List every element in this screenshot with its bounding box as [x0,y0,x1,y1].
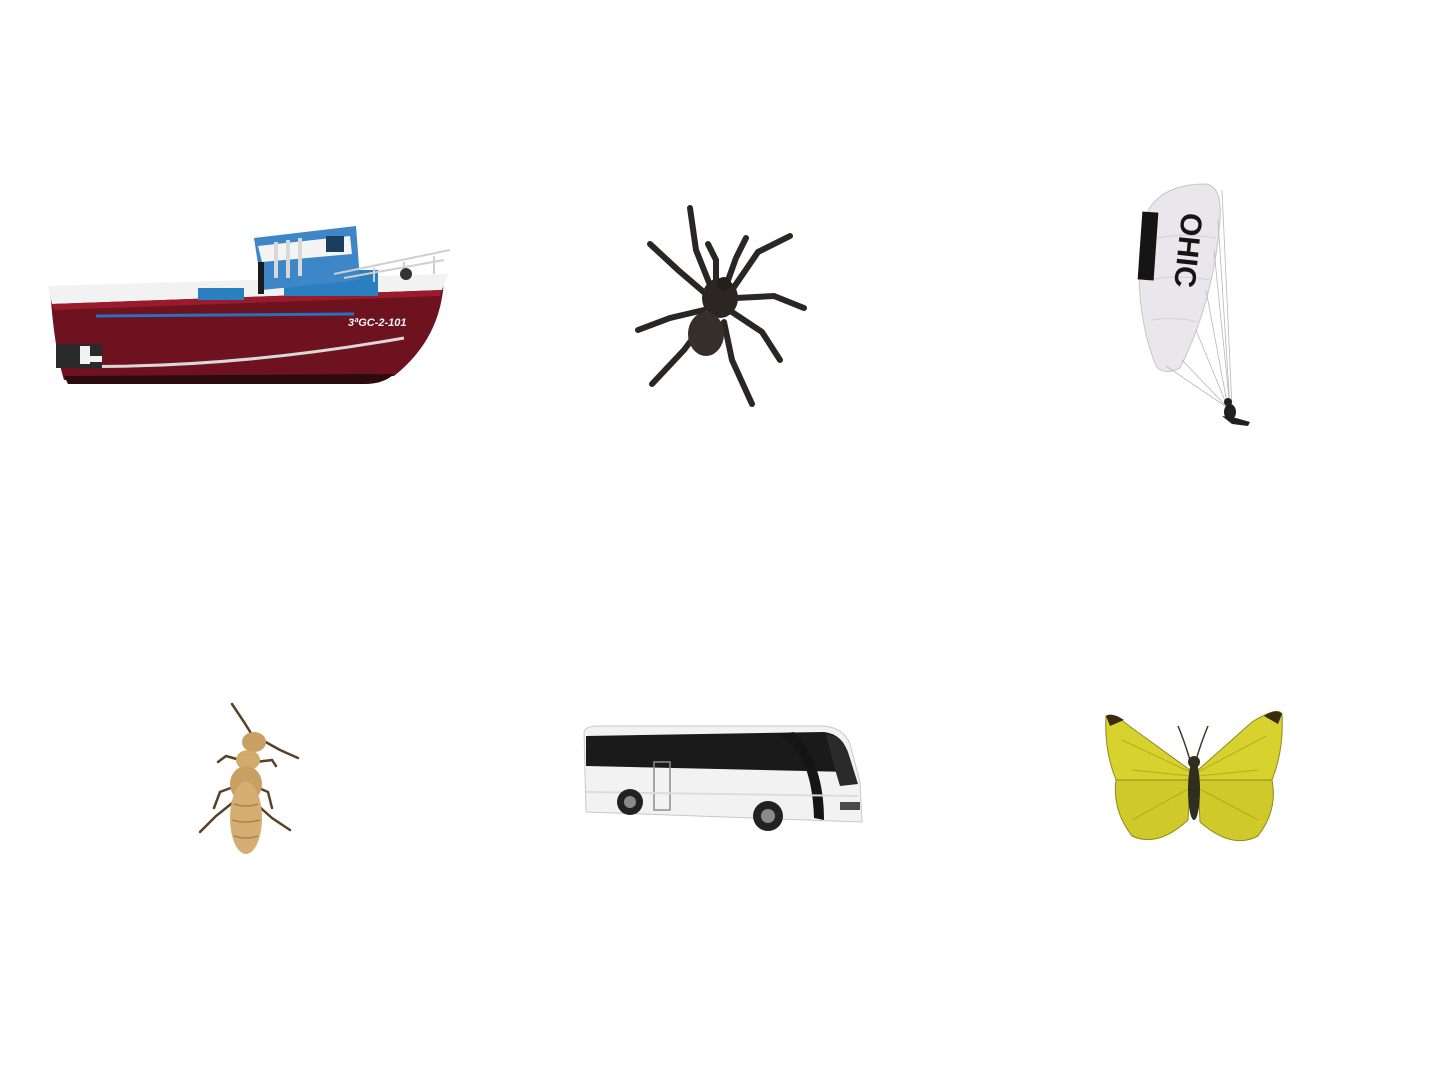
bus-image [583,725,863,831]
wing-text: OHIC [1167,211,1208,289]
spider-icon [634,200,810,410]
butterfly-image [1105,710,1283,842]
boat-icon: 3ªGC-2-101 [44,218,456,388]
paraglider-image: OHIC [1137,183,1250,426]
termite-icon [196,700,302,860]
spider-image [635,205,807,407]
paraglider-icon: OHIC [1126,180,1260,430]
termite-image [198,702,300,854]
boat-registration: 3ªGC-2-101 [348,317,407,329]
butterfly-icon [1102,700,1286,852]
boat-image: 3ªGC-2-101 [48,226,451,384]
bus-icon [578,722,864,836]
